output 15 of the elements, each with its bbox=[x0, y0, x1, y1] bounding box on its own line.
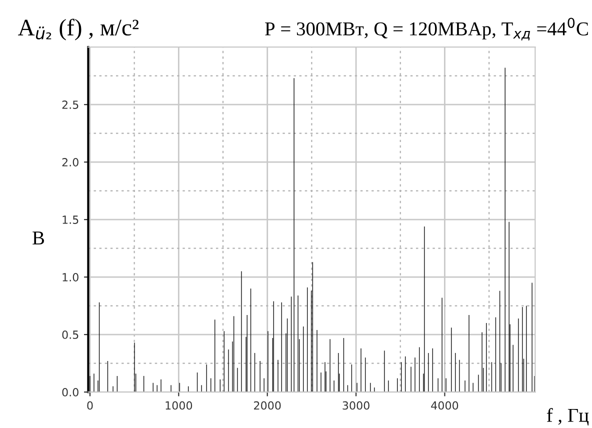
x-axis-title: f , Гц bbox=[546, 408, 589, 426]
y-tick-label: 2.0 bbox=[62, 158, 78, 166]
x-tick-label: 2000 bbox=[254, 401, 281, 410]
y-tick-label: 0.5 bbox=[62, 330, 78, 339]
y-tick-label: 2.5 bbox=[62, 100, 78, 109]
y-tick-label: 1.5 bbox=[62, 216, 78, 224]
x-tick-label: 4000 bbox=[431, 401, 458, 410]
x-tick-label: 1000 bbox=[166, 401, 192, 410]
chart-title: P = 300МВт, Q = 120МВАр, T$_{хд}$ =44$^{0}$C bbox=[265, 18, 588, 40]
y-tick-label: 0.0 bbox=[62, 388, 78, 396]
x-tick-label: 3000 bbox=[342, 401, 370, 410]
x-tick-label: 0 bbox=[87, 401, 93, 410]
y-axis-title: A$_{ü₂}$ (f) , м/с² bbox=[18, 18, 138, 40]
y-tick-label: 1.0 bbox=[62, 273, 78, 282]
text: В bbox=[32, 232, 44, 244]
